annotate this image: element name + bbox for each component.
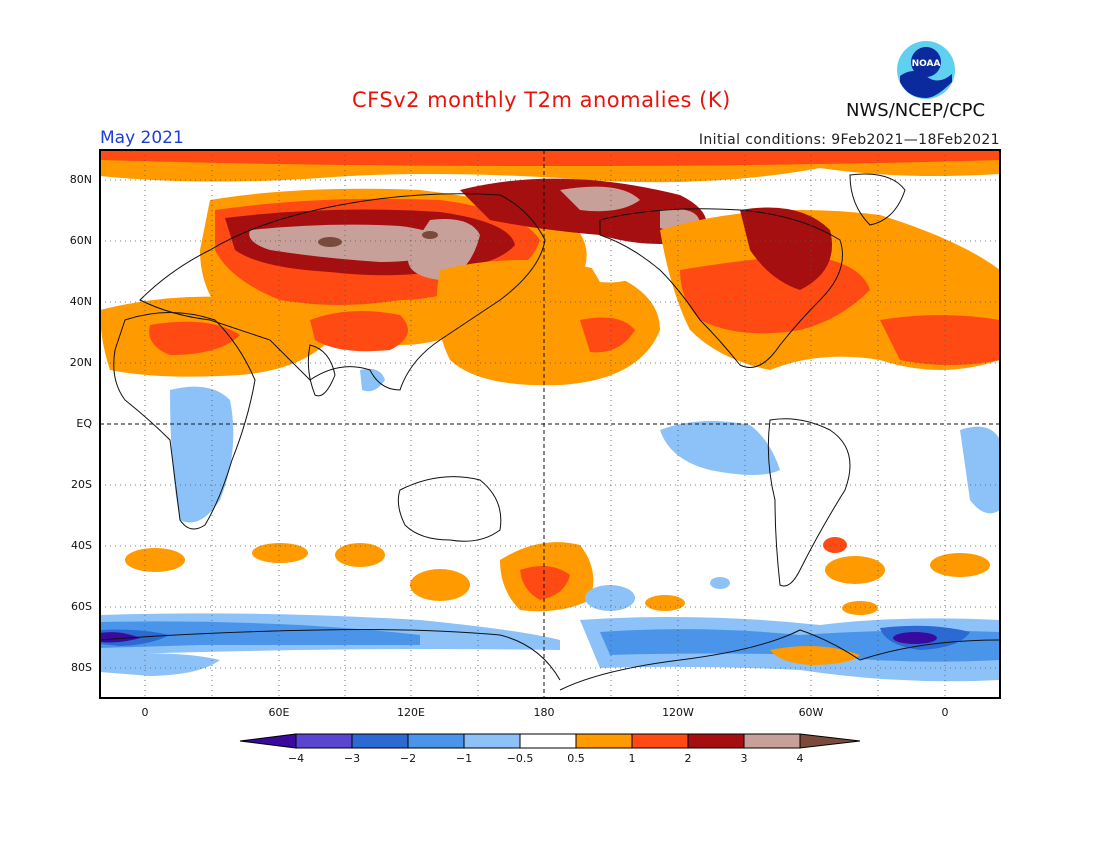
agency-label: NWS/NCEP/CPC [846, 100, 986, 121]
lat-label-80s: 80S [71, 661, 92, 674]
colorbar [239, 733, 861, 749]
noaa-logo-text: NOAA [912, 59, 941, 69]
colorbar-label: 4 [796, 752, 804, 765]
lon-label-0-right: 0 [941, 706, 949, 719]
map-frame [99, 149, 1001, 699]
lat-label-80n: 80N [69, 173, 92, 186]
map-title: CFSv2 monthly T2m anomalies (K) [352, 88, 731, 112]
colorbar-label: −1 [455, 752, 473, 765]
lat-label-20s: 20S [71, 478, 92, 491]
lon-label-120w: 120W [662, 706, 694, 719]
lat-label-60s: 60S [71, 600, 92, 613]
lon-label-120e: 120E [397, 706, 425, 719]
colorbar-label: 1 [628, 752, 636, 765]
colorbar-label: −4 [287, 752, 305, 765]
noaa-logo-icon: NOAA [897, 41, 955, 99]
colorbar-label: −3 [343, 752, 361, 765]
lat-label-60n: 60N [69, 234, 92, 247]
forecast-period: May 2021 [100, 128, 184, 148]
lon-label-0: 0 [141, 706, 149, 719]
colorbar-label: 2 [684, 752, 692, 765]
lon-label-60e: 60E [268, 706, 290, 719]
lat-label-eq: EQ [76, 417, 92, 430]
lat-label-40n: 40N [69, 295, 92, 308]
colorbar-label: −2 [399, 752, 417, 765]
lat-label-40s: 40S [71, 539, 92, 552]
colorbar-label: 3 [740, 752, 748, 765]
lat-label-20n: 20N [69, 356, 92, 369]
lon-label-180: 180 [533, 706, 555, 719]
initial-conditions: Initial conditions: 9Feb2021—18Feb2021 [698, 132, 1000, 148]
lon-label-60w: 60W [798, 706, 824, 719]
colorbar-label: 0.5 [567, 752, 585, 765]
colorbar-label: −0.5 [506, 752, 534, 765]
